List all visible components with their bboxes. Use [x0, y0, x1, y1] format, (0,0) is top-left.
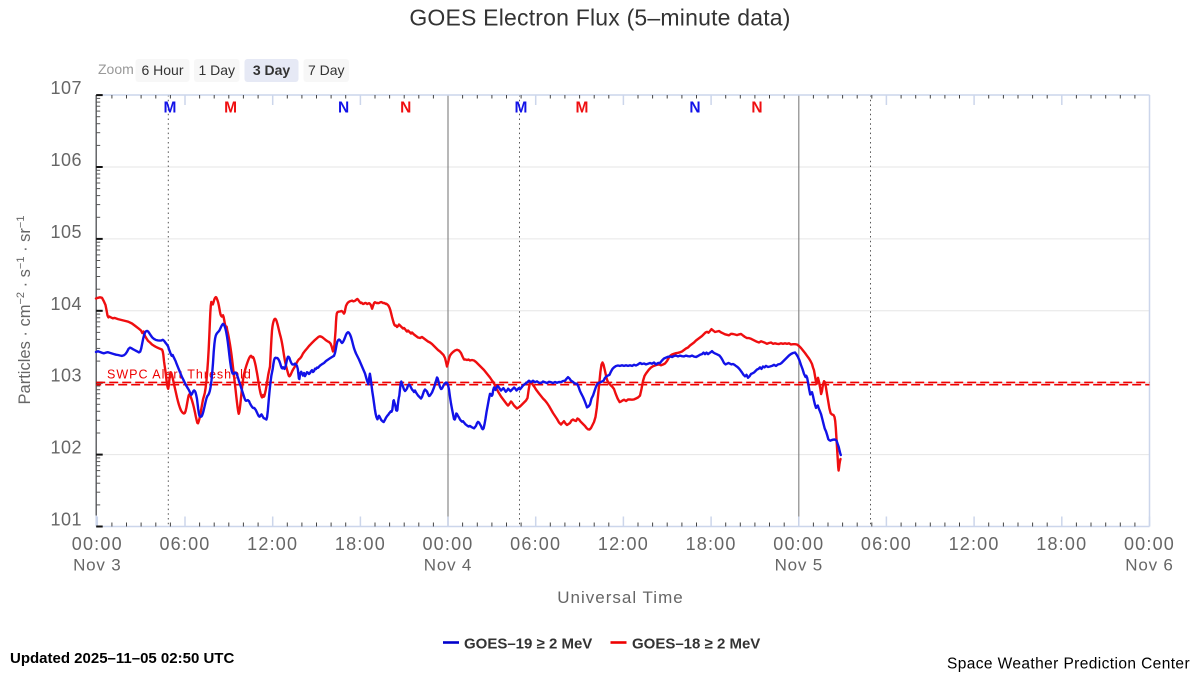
svg-text:Nov 4: Nov 4: [424, 556, 472, 575]
svg-text:7 Day: 7 Day: [308, 62, 345, 78]
svg-text:Nov 6: Nov 6: [1125, 556, 1173, 575]
svg-text:18:00: 18:00: [686, 534, 737, 554]
svg-text:103: 103: [50, 366, 82, 386]
svg-text:N: N: [338, 100, 349, 117]
svg-text:N: N: [751, 100, 762, 117]
svg-text:06:00: 06:00: [510, 534, 561, 554]
svg-text:GOES–18 ≥ 2 MeV: GOES–18 ≥ 2 MeV: [632, 636, 760, 653]
svg-text:N: N: [400, 100, 411, 117]
svg-text:06:00: 06:00: [861, 534, 912, 554]
svg-text:00:00: 00:00: [72, 534, 123, 554]
svg-text:GOES Electron Flux (5–minute d: GOES Electron Flux (5–minute data): [409, 5, 790, 31]
svg-text:106: 106: [50, 150, 82, 170]
svg-text:00:00: 00:00: [773, 534, 824, 554]
svg-text:18:00: 18:00: [335, 534, 386, 554]
svg-text:18:00: 18:00: [1036, 534, 1087, 554]
svg-text:3 Day: 3 Day: [253, 62, 291, 78]
svg-text:105: 105: [50, 222, 82, 242]
svg-text:107: 107: [50, 78, 82, 98]
svg-text:102: 102: [50, 438, 82, 458]
svg-text:Universal Time: Universal Time: [557, 588, 683, 607]
svg-text:00:00: 00:00: [1124, 534, 1175, 554]
svg-text:1 Day: 1 Day: [198, 62, 235, 78]
svg-text:Updated 2025–11–05 02:50 UTC: Updated 2025–11–05 02:50 UTC: [10, 650, 234, 667]
svg-text:06:00: 06:00: [159, 534, 210, 554]
svg-text:M: M: [515, 100, 528, 117]
svg-text:12:00: 12:00: [949, 534, 1000, 554]
svg-text:M: M: [224, 100, 237, 117]
svg-text:SWPC Alert Threshold: SWPC Alert Threshold: [107, 368, 252, 382]
svg-text:00:00: 00:00: [422, 534, 473, 554]
svg-text:104: 104: [50, 294, 82, 314]
svg-text:12:00: 12:00: [247, 534, 298, 554]
svg-text:6 Hour: 6 Hour: [141, 62, 183, 78]
svg-text:GOES–19 ≥ 2 MeV: GOES–19 ≥ 2 MeV: [464, 636, 592, 653]
svg-text:Nov 5: Nov 5: [775, 556, 823, 575]
svg-text:12:00: 12:00: [598, 534, 649, 554]
svg-text:M: M: [164, 100, 177, 117]
svg-text:N: N: [689, 100, 700, 117]
svg-text:101: 101: [50, 510, 82, 530]
svg-text:Particles · cm−2 · s−1 · sr−1: Particles · cm−2 · s−1 · sr−1: [15, 216, 34, 405]
svg-text:M: M: [576, 100, 589, 117]
svg-text:Space Weather Prediction Cente: Space Weather Prediction Center: [947, 656, 1190, 673]
svg-text:Nov 3: Nov 3: [73, 556, 121, 575]
svg-text:Zoom: Zoom: [98, 61, 134, 77]
